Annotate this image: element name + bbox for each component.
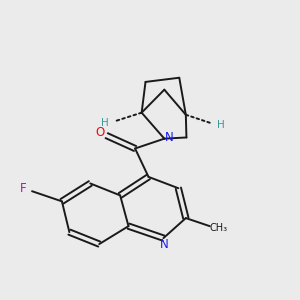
Text: H: H bbox=[101, 118, 109, 128]
Text: CH₃: CH₃ bbox=[209, 223, 227, 233]
Text: O: O bbox=[95, 126, 105, 139]
Text: H: H bbox=[217, 120, 225, 130]
Text: N: N bbox=[160, 238, 168, 251]
Text: N: N bbox=[165, 131, 174, 144]
Text: F: F bbox=[20, 182, 26, 195]
